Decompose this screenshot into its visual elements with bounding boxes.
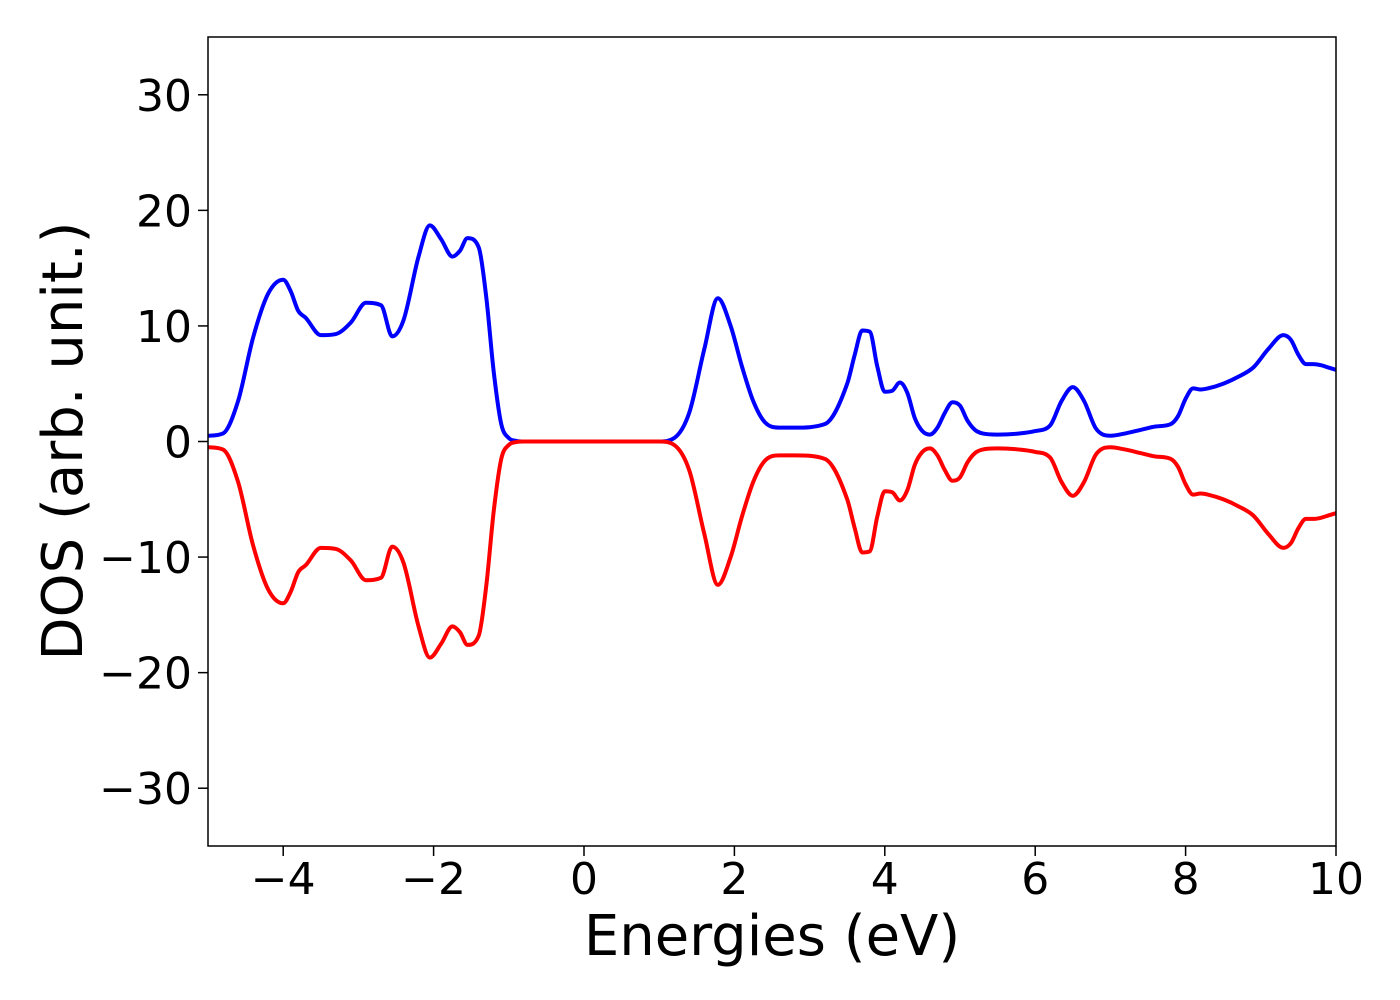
y-tick-label: 10 [136,302,192,353]
y-tick-label: −20 [99,649,192,700]
y-tick-label: 20 [136,186,192,237]
x-tick-label: 4 [871,854,899,905]
y-tick-label: −30 [99,764,192,815]
plot-frame [207,36,1337,847]
y-tick-label: −10 [99,533,192,584]
x-tick-label: 8 [1172,854,1200,905]
x-tick-label: −2 [401,854,466,905]
x-tick-label: 6 [1021,854,1049,905]
y-axis-label: DOS (arb. unit.) [31,221,96,660]
x-tick-label: −4 [251,854,316,905]
x-tick-label: 2 [720,854,748,905]
y-tick-label: 30 [136,71,192,122]
x-tick-label: 10 [1308,854,1364,905]
x-tick-label: 0 [570,854,598,905]
y-tick-label: 0 [164,418,192,469]
series-line-spin-down [208,439,1336,660]
x-axis-label: Energies (eV) [584,904,960,969]
series-layer [208,223,1336,660]
series-line-spin-up [208,223,1336,444]
